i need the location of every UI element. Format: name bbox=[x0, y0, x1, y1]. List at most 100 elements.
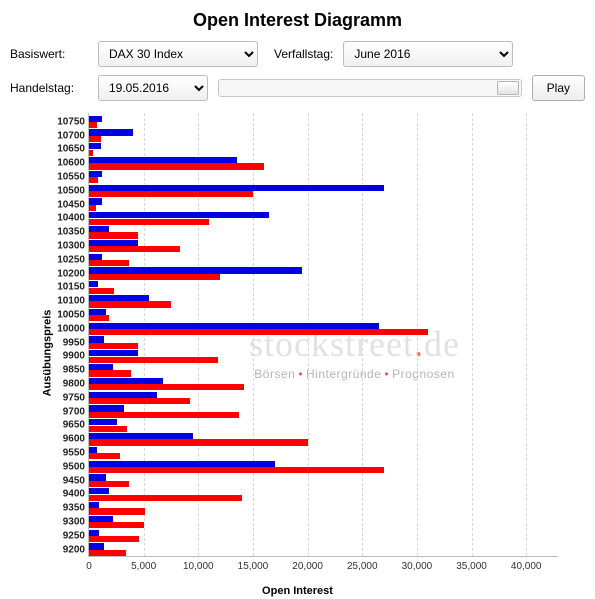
y-tick-label: 10000 bbox=[57, 323, 89, 334]
bar-series1 bbox=[89, 488, 109, 494]
x-tick-label: 5,000 bbox=[131, 561, 156, 572]
page-title: Open Interest Diagramm bbox=[10, 10, 585, 31]
bar-series2 bbox=[89, 522, 144, 528]
y-tick-label: 10600 bbox=[57, 158, 89, 169]
bar-series1 bbox=[89, 461, 275, 467]
bar-series1 bbox=[89, 240, 138, 246]
bar-series2 bbox=[89, 301, 171, 307]
strike-row: 10750 bbox=[89, 115, 558, 129]
bar-series2 bbox=[89, 439, 308, 445]
y-tick-label: 9900 bbox=[63, 351, 89, 362]
strike-row: 9500 bbox=[89, 460, 558, 474]
verfallstag-label: Verfallstag: bbox=[274, 47, 333, 61]
bar-series1 bbox=[89, 502, 99, 508]
bar-series1 bbox=[89, 323, 379, 329]
bar-series1 bbox=[89, 295, 149, 301]
strike-row: 9850 bbox=[89, 363, 558, 377]
strike-row: 10700 bbox=[89, 129, 558, 143]
bar-series1 bbox=[89, 419, 117, 425]
y-tick-label: 10500 bbox=[57, 185, 89, 196]
slider-thumb[interactable] bbox=[497, 81, 519, 95]
strike-row: 9950 bbox=[89, 336, 558, 350]
strike-row: 10450 bbox=[89, 198, 558, 212]
bar-series1 bbox=[89, 254, 102, 260]
bar-series2 bbox=[89, 315, 109, 321]
bar-series2 bbox=[89, 260, 129, 266]
time-slider[interactable] bbox=[218, 79, 522, 97]
bar-series2 bbox=[89, 357, 218, 363]
bar-series1 bbox=[89, 226, 109, 232]
strike-row: 10150 bbox=[89, 281, 558, 295]
bar-series2 bbox=[89, 329, 428, 335]
bar-series2 bbox=[89, 426, 127, 432]
y-tick-label: 9800 bbox=[63, 379, 89, 390]
bar-series1 bbox=[89, 392, 157, 398]
bar-series1 bbox=[89, 157, 237, 163]
bar-series1 bbox=[89, 530, 99, 536]
strike-row: 9400 bbox=[89, 488, 558, 502]
open-interest-chart: Ausübungspreis stockstreet.de Börsen•Hin… bbox=[10, 113, 585, 593]
bar-series1 bbox=[89, 198, 102, 204]
y-axis-title: Ausübungspreis bbox=[41, 310, 53, 397]
bar-series2 bbox=[89, 288, 114, 294]
y-tick-label: 9350 bbox=[63, 503, 89, 514]
bar-series2 bbox=[89, 232, 138, 238]
bar-series2 bbox=[89, 274, 220, 280]
bar-series1 bbox=[89, 212, 269, 218]
strike-row: 10400 bbox=[89, 212, 558, 226]
y-tick-label: 10400 bbox=[57, 213, 89, 224]
y-tick-label: 9850 bbox=[63, 365, 89, 376]
bar-series2 bbox=[89, 412, 239, 418]
bar-series1 bbox=[89, 309, 106, 315]
y-tick-label: 10700 bbox=[57, 130, 89, 141]
x-tick-label: 35,000 bbox=[456, 561, 487, 572]
bar-series1 bbox=[89, 474, 106, 480]
x-tick-label: 0 bbox=[86, 561, 92, 572]
bar-series1 bbox=[89, 364, 113, 370]
strike-row: 9600 bbox=[89, 432, 558, 446]
strike-row: 10100 bbox=[89, 294, 558, 308]
strike-row: 10350 bbox=[89, 225, 558, 239]
bar-series1 bbox=[89, 336, 104, 342]
bar-series1 bbox=[89, 129, 133, 135]
play-button[interactable]: Play bbox=[532, 75, 585, 101]
bar-series2 bbox=[89, 481, 129, 487]
strike-row: 9300 bbox=[89, 515, 558, 529]
bar-series2 bbox=[89, 343, 138, 349]
strike-row: 9250 bbox=[89, 529, 558, 543]
x-tick-label: 40,000 bbox=[511, 561, 542, 572]
y-tick-label: 9550 bbox=[63, 448, 89, 459]
strike-row: 9700 bbox=[89, 405, 558, 419]
verfallstag-select[interactable]: June 2016 bbox=[343, 41, 513, 67]
bar-series1 bbox=[89, 281, 98, 287]
y-tick-label: 10100 bbox=[57, 296, 89, 307]
handelstag-label: Handelstag: bbox=[10, 81, 88, 95]
strike-row: 10000 bbox=[89, 322, 558, 336]
bar-series2 bbox=[89, 467, 384, 473]
bar-series2 bbox=[89, 246, 180, 252]
y-tick-label: 10550 bbox=[57, 172, 89, 183]
y-tick-label: 9700 bbox=[63, 406, 89, 417]
basiswert-select[interactable]: DAX 30 Index bbox=[98, 41, 258, 67]
bar-series1 bbox=[89, 185, 384, 191]
bar-series2 bbox=[89, 536, 139, 542]
bar-series1 bbox=[89, 543, 104, 549]
bar-series2 bbox=[89, 136, 101, 142]
bar-series1 bbox=[89, 378, 163, 384]
handelstag-select[interactable]: 19.05.2016 bbox=[98, 75, 208, 101]
y-tick-label: 9250 bbox=[63, 530, 89, 541]
bar-series2 bbox=[89, 508, 145, 514]
bar-series2 bbox=[89, 453, 120, 459]
x-tick-label: 15,000 bbox=[238, 561, 269, 572]
y-tick-label: 9450 bbox=[63, 475, 89, 486]
bar-series1 bbox=[89, 116, 102, 122]
y-tick-label: 9200 bbox=[63, 544, 89, 555]
strike-row: 10200 bbox=[89, 267, 558, 281]
y-tick-label: 9500 bbox=[63, 461, 89, 472]
bar-series1 bbox=[89, 143, 101, 149]
basiswert-label: Basiswert: bbox=[10, 47, 88, 61]
y-tick-label: 10250 bbox=[57, 254, 89, 265]
bar-series1 bbox=[89, 516, 113, 522]
y-tick-label: 9600 bbox=[63, 434, 89, 445]
strike-row: 9200 bbox=[89, 543, 558, 557]
